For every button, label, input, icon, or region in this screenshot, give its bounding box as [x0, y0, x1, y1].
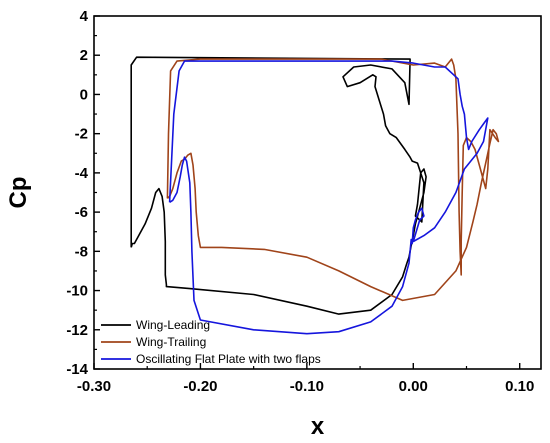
series-line-3	[168, 60, 489, 335]
series-layer	[130, 56, 500, 335]
y-tick-label: 0	[80, 86, 88, 103]
series-line-1	[130, 56, 427, 315]
legend-label-1: Wing-Leading	[136, 318, 210, 332]
y-tick-label: -10	[66, 283, 88, 300]
y-axis-title: Cp	[5, 177, 32, 209]
ticks-layer: -0.30 -0.20 -0.10 0.00 0.10 4 2 0 -2 -4 -6 -8 -10 -12…	[66, 8, 534, 395]
x-tick-label: -0.20	[183, 378, 217, 395]
y-tick-label: -8	[75, 243, 88, 260]
x-tick-label: 0.10	[505, 378, 534, 395]
y-tick-label: 2	[80, 47, 88, 64]
y-tick-label: -14	[66, 361, 88, 378]
y-tick-label: 4	[80, 8, 89, 25]
x-axis-title: x	[311, 413, 325, 440]
y-tick-label: -12	[66, 322, 88, 339]
x-tick-label: 0.00	[399, 378, 428, 395]
x-tick-label: -0.30	[77, 378, 111, 395]
legend: Wing-Leading Wing-Trailing Oscillating Fla…	[101, 318, 321, 366]
series-line-2	[166, 58, 500, 302]
x-tick-label: -0.10	[290, 378, 324, 395]
y-tick-label: -6	[75, 204, 88, 221]
legend-label-2: Wing-Trailing	[136, 335, 206, 349]
y-tick-label: -2	[75, 126, 88, 143]
legend-label-3: Oscillating Flat Plate with two flaps	[136, 352, 321, 366]
y-tick-label: -4	[75, 165, 89, 182]
